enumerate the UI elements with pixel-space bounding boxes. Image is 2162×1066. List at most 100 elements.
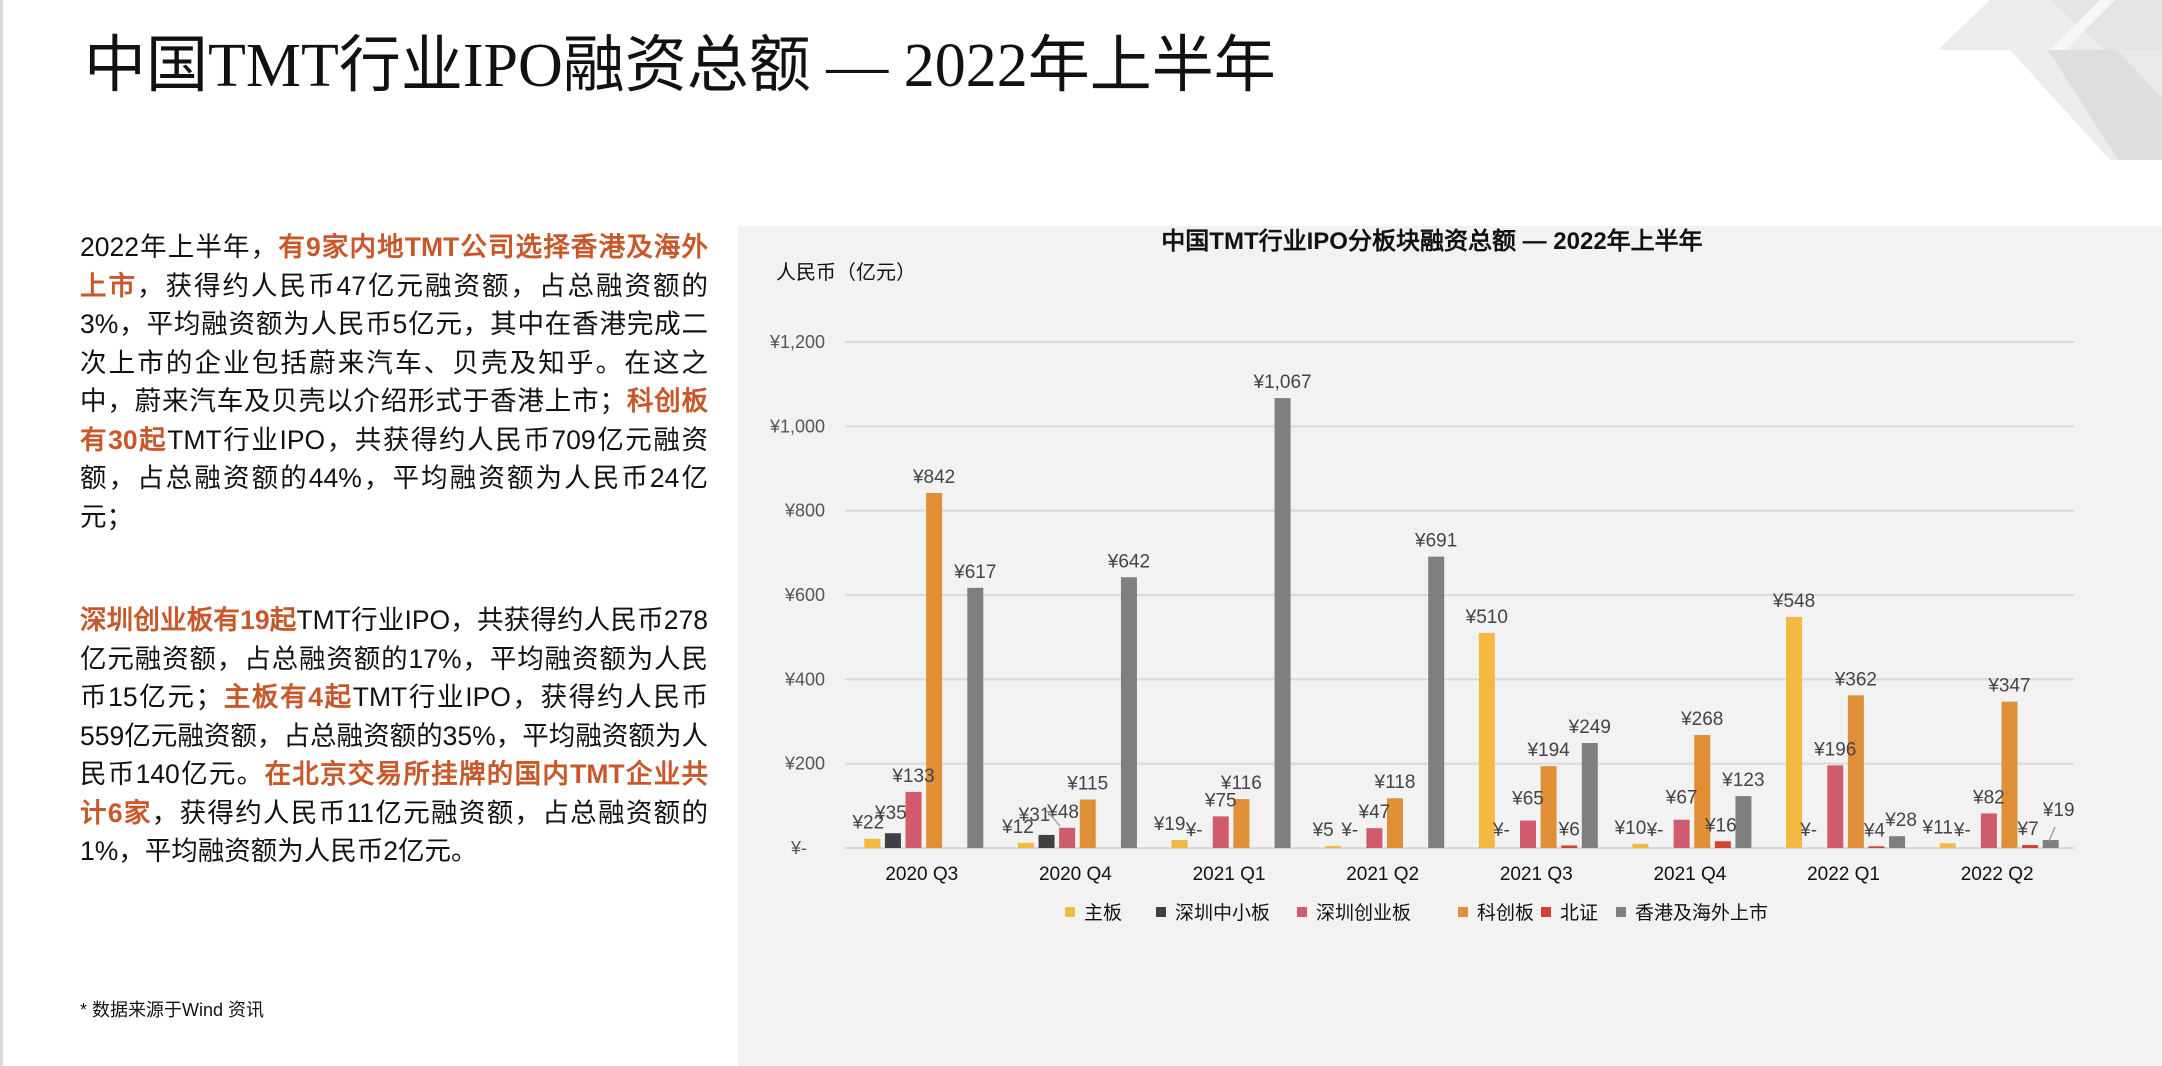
data-source-footnote: * 数据来源于Wind 资讯 bbox=[80, 1000, 265, 1020]
bar-0-3 bbox=[926, 492, 943, 848]
data-label: ¥123 bbox=[1721, 770, 1764, 791]
data-label: ¥- bbox=[1953, 820, 1971, 841]
legend-swatch bbox=[1458, 907, 1468, 917]
data-label: ¥- bbox=[1646, 820, 1664, 841]
bar-3-2 bbox=[1366, 828, 1383, 848]
chart-legend: 主板 深圳中小板 深圳创业板 科创板 北证 香港及海外上市 bbox=[1065, 902, 1768, 924]
legend-label: 深圳中小板 bbox=[1175, 902, 1270, 924]
data-label: ¥4 bbox=[1863, 820, 1886, 841]
bar-5-3 bbox=[1694, 734, 1711, 848]
chart-panel: 中国TMT行业IPO分板块融资总额 — 2022年上半年 人民币（亿元） ¥- ¥… bbox=[738, 226, 2162, 1066]
data-label: ¥31 bbox=[1018, 805, 1051, 826]
gridlines bbox=[845, 341, 2074, 849]
summary-paragraph-2: 深圳创业板有19起TMT行业IPO，共获得约人民币278亿元融资额，占总融资额的… bbox=[80, 601, 708, 871]
bar-2-5 bbox=[1274, 398, 1291, 848]
y-axis-unit-label: 人民币（亿元） bbox=[776, 261, 916, 284]
data-label: ¥691 bbox=[1414, 531, 1457, 552]
data-label: ¥47 bbox=[1358, 802, 1391, 823]
x-tick-label: 2020 Q4 bbox=[1039, 864, 1112, 885]
highlighted-text: 主板有4起 bbox=[222, 682, 353, 712]
data-label: ¥48 bbox=[1046, 802, 1079, 823]
bar-7-2 bbox=[1980, 813, 1997, 848]
bar-2-2 bbox=[1212, 816, 1229, 848]
data-label: ¥196 bbox=[1813, 739, 1856, 760]
y-tick-label: ¥1,200 bbox=[769, 332, 825, 352]
chart-title: 中国TMT行业IPO分板块融资总额 — 2022年上半年 bbox=[1161, 227, 1702, 255]
bar-1-3 bbox=[1079, 799, 1096, 848]
x-axis-ticks: 2020 Q3 2020 Q4 2021 Q1 2021 Q2 2021 Q3 2021 … bbox=[885, 864, 2033, 885]
data-label: ¥5 bbox=[1312, 820, 1334, 841]
x-tick-label: 2021 Q1 bbox=[1193, 864, 1266, 885]
bar-4-2 bbox=[1520, 820, 1537, 848]
bar-0-5 bbox=[967, 587, 984, 848]
body-text-run: TMT行业IPO，获得约人民币559亿元融资额，占总融资额的35%，平均融资额为… bbox=[80, 682, 708, 789]
bar-2-0 bbox=[1171, 839, 1188, 848]
bar-2-3 bbox=[1233, 799, 1250, 848]
legend-label: 深圳创业板 bbox=[1316, 902, 1411, 924]
bar-5-2 bbox=[1673, 819, 1690, 848]
y-tick-label: ¥1,000 bbox=[769, 416, 825, 436]
x-tick-label: 2021 Q2 bbox=[1346, 864, 1419, 885]
data-label: ¥- bbox=[1492, 820, 1510, 841]
x-tick-label: 2020 Q3 bbox=[885, 864, 958, 885]
bar-7-3 bbox=[2001, 701, 2018, 848]
bar-0-2 bbox=[905, 791, 922, 848]
bar-6-4 bbox=[1868, 846, 1885, 848]
data-label: ¥- bbox=[1185, 820, 1203, 841]
data-label: ¥133 bbox=[891, 766, 934, 787]
bar-4-0 bbox=[1478, 632, 1495, 848]
body-text-run: 2022年上半年， bbox=[80, 232, 279, 262]
body-text-run: ，获得约人民币47亿元融资额，占总融资额的3%，平均融资额为人民币5亿元，其中在… bbox=[80, 270, 709, 417]
data-label: ¥19 bbox=[1153, 814, 1186, 835]
bar-0-1 bbox=[884, 833, 901, 848]
leader-line bbox=[2048, 826, 2056, 842]
x-tick-label: 2021 Q3 bbox=[1500, 864, 1573, 885]
data-label: ¥347 bbox=[1987, 676, 2030, 697]
bar-7-4 bbox=[2022, 845, 2039, 848]
bar-1-1 bbox=[1038, 834, 1055, 848]
highlighted-text: 在北京交易所挂牌的国内TMT企业共计6家 bbox=[80, 759, 708, 828]
data-label: ¥65 bbox=[1511, 789, 1544, 810]
x-tick-label: 2021 Q4 bbox=[1653, 864, 1726, 885]
bar-3-0 bbox=[1325, 845, 1342, 848]
bar-5-5 bbox=[1735, 796, 1752, 848]
data-label: ¥362 bbox=[1834, 669, 1877, 690]
data-labels: ¥22¥35¥133¥842¥617¥12¥31¥48¥115¥642¥19 ¥-… bbox=[851, 372, 2074, 841]
legend-label: 北证 bbox=[1560, 902, 1598, 924]
highlighted-text: 科创板有30起 bbox=[80, 386, 709, 455]
bar-6-5 bbox=[1889, 836, 1906, 848]
leader-line bbox=[1046, 810, 1061, 827]
bar-1-0 bbox=[1017, 842, 1034, 848]
bar-5-4 bbox=[1714, 841, 1731, 848]
data-label: ¥12 bbox=[1001, 817, 1034, 838]
data-label: ¥510 bbox=[1465, 607, 1508, 628]
body-text-run: TMT行业IPO，共获得约人民币709亿元融资额，占总融资额的44%，平均融资额… bbox=[80, 424, 708, 532]
data-label: ¥842 bbox=[912, 467, 955, 488]
data-label: ¥118 bbox=[1374, 772, 1416, 793]
data-label: ¥11 bbox=[1922, 817, 1953, 838]
data-label: ¥82 bbox=[1972, 787, 2005, 808]
body-text-run: TMT行业IPO，共获得约人民币278亿元融资额，占总融资额的17%，平均融资额… bbox=[80, 605, 708, 712]
body-text-run: ，获得约人民币11亿元融资额，占总融资额的1%，平均融资额为人民币2亿元。 bbox=[80, 797, 708, 867]
data-label: ¥16 bbox=[1704, 815, 1737, 836]
data-label: ¥10 bbox=[1614, 818, 1647, 839]
y-axis-ticks: ¥- ¥200 ¥400 ¥600 ¥800 ¥1,000 ¥1,200 bbox=[769, 332, 825, 858]
y-tick-label: ¥200 bbox=[784, 754, 825, 774]
data-label: ¥642 bbox=[1107, 551, 1150, 572]
data-label: ¥268 bbox=[1680, 709, 1723, 730]
bar-6-3 bbox=[1847, 695, 1864, 848]
bar-chart: 中国TMT行业IPO分板块融资总额 — 2022年上半年 人民币（亿元） ¥-¥… bbox=[769, 227, 2075, 924]
data-label: ¥116 bbox=[1220, 773, 1262, 794]
bar-3-3 bbox=[1386, 798, 1403, 848]
summary-paragraph-1: 2022年上半年，有9家内地TMT公司选择香港及海外上市，获得约人民币47亿元融… bbox=[80, 228, 708, 536]
legend-swatch bbox=[1065, 907, 1075, 917]
bar-0-0 bbox=[864, 838, 881, 848]
data-label: ¥- bbox=[1799, 820, 1817, 841]
y-tick-label: ¥600 bbox=[784, 585, 825, 605]
highlighted-text: 深圳创业板有19起 bbox=[80, 605, 297, 635]
bar-1-5 bbox=[1120, 577, 1137, 848]
bar-4-5 bbox=[1581, 743, 1598, 848]
data-label: ¥6 bbox=[1558, 819, 1580, 840]
bar-4-4 bbox=[1561, 845, 1578, 848]
bar-7-5 bbox=[2042, 839, 2059, 848]
